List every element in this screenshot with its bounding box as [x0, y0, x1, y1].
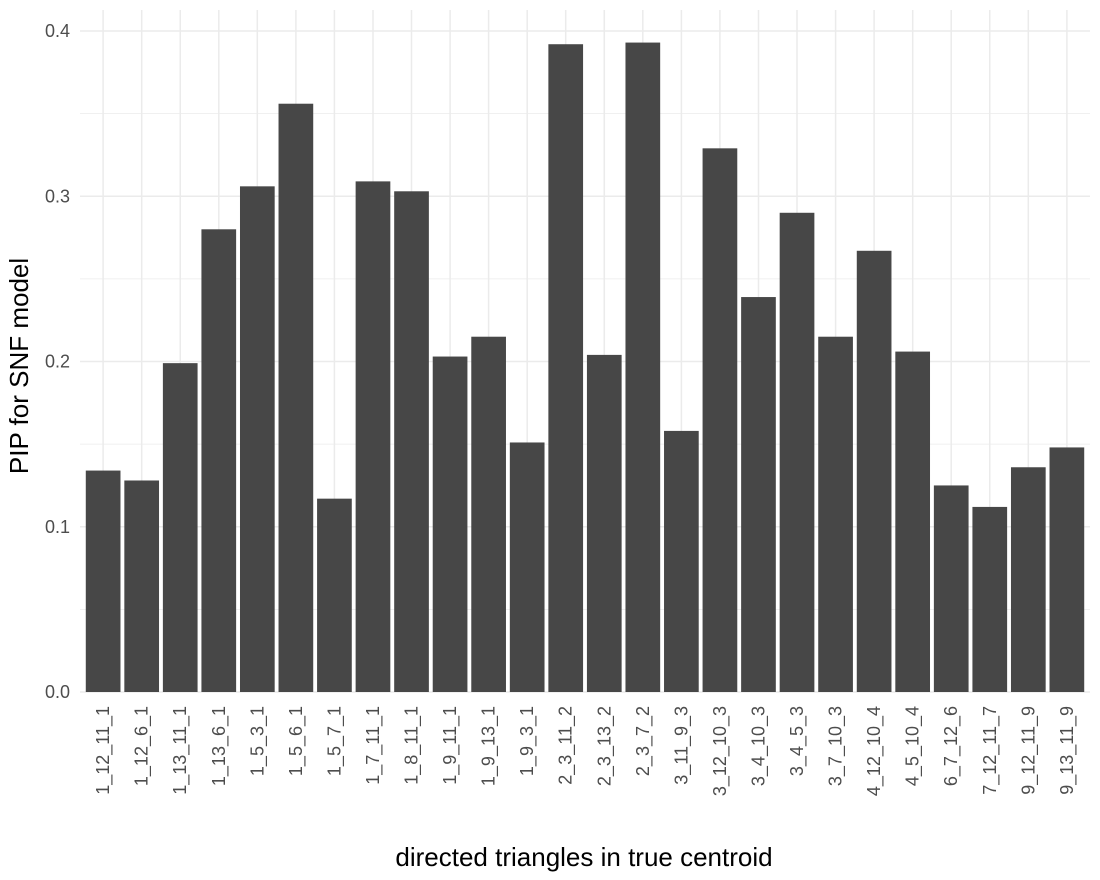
x-tick-label: 1_9_13_1	[479, 706, 500, 786]
x-tick-label: 3_12_10_3	[710, 706, 731, 796]
x-tick-label: 2_3_7_2	[633, 706, 654, 776]
x-tick-label: 1_9_11_1	[440, 706, 461, 785]
bar	[471, 336, 506, 692]
x-tick-label: 1_7_11_1	[363, 706, 384, 785]
bar	[509, 442, 545, 692]
x-tick-label: 7_12_11_7	[980, 706, 1001, 795]
bar	[779, 212, 815, 692]
y-tick-label: 0.0	[45, 682, 70, 702]
x-tick-label: 9_12_11_9	[1018, 706, 1039, 795]
x-tick-label: 1_12_11_1	[93, 706, 114, 795]
x-tick-label: 1_5_7_1	[324, 706, 345, 776]
bar	[1010, 467, 1046, 692]
bar	[201, 229, 237, 693]
x-tick-label: 3_7_10_3	[826, 706, 847, 786]
bar	[548, 44, 584, 693]
x-tick-label: 6_7_12_6	[941, 706, 962, 786]
bar	[933, 485, 969, 692]
bar	[162, 363, 198, 692]
bar	[856, 250, 892, 692]
y-tick-label: 0.3	[45, 186, 70, 206]
x-tick-label: 1_5_3_1	[247, 706, 268, 776]
x-tick-label: 1_5_6_1	[286, 706, 307, 776]
y-tick-label: 0.2	[45, 352, 70, 372]
y-axis-title: PIP for SNF model	[4, 258, 34, 474]
bar	[317, 498, 352, 692]
x-tick-label: 1_13_6_1	[209, 706, 230, 786]
x-axis-title: directed triangles in true centroid	[395, 842, 772, 872]
y-tick-label: 0.4	[45, 21, 70, 41]
bar	[394, 191, 429, 693]
bar	[818, 336, 853, 692]
bar	[741, 297, 776, 692]
x-tick-label: 2_3_13_2	[594, 706, 615, 786]
x-tick-label: 3_4_5_3	[787, 706, 808, 776]
bar	[85, 470, 121, 692]
x-tick-label: 1_13_11_1	[170, 706, 191, 795]
x-tick-label: 9_13_11_9	[1057, 706, 1078, 795]
y-tick-label: 0.1	[45, 517, 70, 537]
x-tick-label: 4_5_10_4	[903, 706, 924, 786]
x-tick-label: 1_9_3_1	[517, 706, 538, 776]
bar	[1049, 447, 1085, 692]
x-tick-label: 3_11_9_3	[671, 706, 692, 785]
bar	[664, 430, 699, 692]
bar	[432, 356, 468, 692]
x-tick-label: 1_12_6_1	[132, 706, 153, 786]
x-tick-label: 4_12_10_4	[864, 706, 885, 796]
bar	[895, 351, 931, 692]
x-tick-label: 2_3_11_2	[556, 706, 577, 785]
bar	[625, 42, 661, 692]
x-tick-label: 3_4_10_3	[748, 706, 769, 786]
bar-layer	[85, 42, 1085, 693]
bar	[239, 186, 275, 692]
bar	[124, 480, 160, 692]
bar	[355, 181, 391, 692]
bar	[278, 103, 314, 692]
y-tick-labels: 0.0 0.1 0.2 0.3 0.4	[45, 21, 70, 702]
bar	[702, 148, 738, 692]
x-tick-label: 1_8_11_1	[402, 706, 423, 785]
x-tick-labels: 1_12_11_1 1_12_6_1 1_13_11_1 1_13_6_1 1_5_3_…	[93, 706, 1078, 796]
bar	[586, 354, 622, 692]
bar	[972, 506, 1008, 692]
